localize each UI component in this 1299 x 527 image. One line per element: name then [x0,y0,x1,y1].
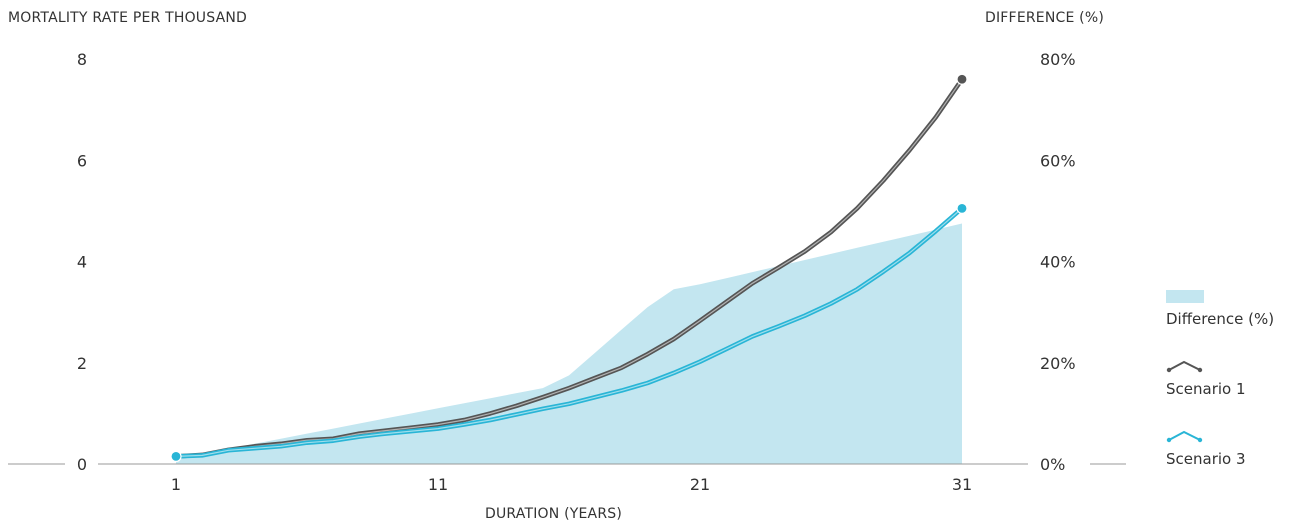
x-tick-label: 11 [428,475,448,494]
x-tick-label: 1 [171,475,181,494]
legend-item-scenario-3[interactable]: Scenario 3 [1166,428,1296,498]
legend-item-difference[interactable]: Difference (%) [1166,288,1296,358]
y-left-tick-label: 6 [77,151,87,170]
y-left-tick-label: 2 [77,354,87,373]
legend: Difference (%) Scenario 1 Scenario 3 [1166,288,1296,498]
y-left-tick-label: 0 [77,455,87,474]
legend-line-icon-scenario-3 [1166,430,1203,443]
y-left-tick-label: 8 [77,50,87,69]
x-axis-title: DURATION (YEARS) [485,506,623,522]
legend-item-scenario-1[interactable]: Scenario 1 [1166,358,1296,428]
y-right-tick-label: 60% [1040,151,1076,170]
area-layer [176,223,962,464]
line-scenario-1-highlight [175,78,963,457]
y-right-tick-label: 20% [1040,354,1076,373]
legend-swatch-difference [1166,290,1204,303]
legend-label-scenario-3: Scenario 3 [1166,450,1246,468]
line-scenario-1-endpoint [956,73,968,85]
y-right-tick-label: 0% [1040,455,1065,474]
y-axis-left-title: MORTALITY RATE PER THOUSAND [8,10,248,26]
x-tick-label: 31 [952,475,972,494]
y-left-tick-label: 4 [77,253,87,272]
y-right-tick-label: 80% [1040,50,1076,69]
line-scenario-3-highlight [175,207,963,457]
area-difference [176,223,962,464]
line-scenario-3-endpoint [170,450,182,463]
legend-label-scenario-1: Scenario 1 [1166,380,1246,398]
y-right-tick-label: 40% [1040,253,1076,272]
line-layer [170,73,968,463]
y-axis-right-title: DIFFERENCE (%) [985,10,1105,26]
line-scenario-3-endpoint [956,202,968,214]
legend-label-difference: Difference (%) [1166,310,1275,328]
x-tick-label: 21 [690,475,710,494]
legend-line-icon-scenario-1 [1166,360,1203,373]
